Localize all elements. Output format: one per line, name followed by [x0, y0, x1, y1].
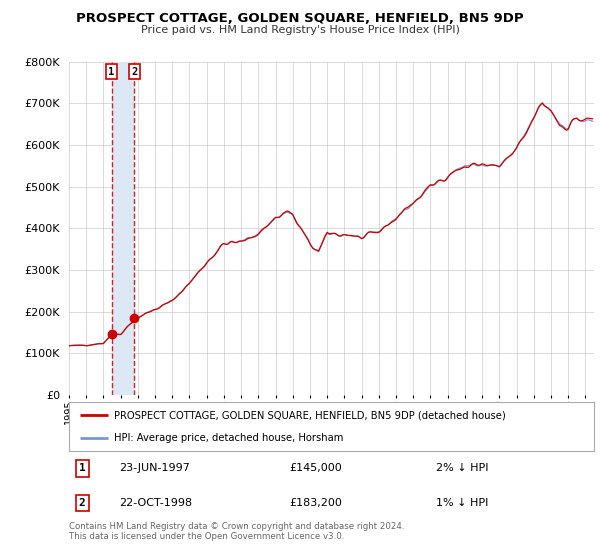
- Text: 2: 2: [131, 67, 137, 77]
- Text: Contains HM Land Registry data © Crown copyright and database right 2024.
This d: Contains HM Land Registry data © Crown c…: [69, 522, 404, 542]
- Text: 1: 1: [79, 464, 86, 473]
- Text: PROSPECT COTTAGE, GOLDEN SQUARE, HENFIELD, BN5 9DP: PROSPECT COTTAGE, GOLDEN SQUARE, HENFIEL…: [76, 12, 524, 25]
- Text: PROSPECT COTTAGE, GOLDEN SQUARE, HENFIELD, BN5 9DP (detached house): PROSPECT COTTAGE, GOLDEN SQUARE, HENFIEL…: [113, 410, 505, 421]
- Text: 23-JUN-1997: 23-JUN-1997: [119, 464, 190, 473]
- Text: HPI: Average price, detached house, Horsham: HPI: Average price, detached house, Hors…: [113, 433, 343, 444]
- Text: 1% ↓ HPI: 1% ↓ HPI: [437, 498, 489, 508]
- Bar: [112, 62, 134, 395]
- Text: 2: 2: [79, 498, 86, 508]
- Text: £145,000: £145,000: [290, 464, 342, 473]
- Text: 2% ↓ HPI: 2% ↓ HPI: [437, 464, 489, 473]
- Text: 22-OCT-1998: 22-OCT-1998: [119, 498, 192, 508]
- Text: £183,200: £183,200: [290, 498, 343, 508]
- Text: Price paid vs. HM Land Registry's House Price Index (HPI): Price paid vs. HM Land Registry's House …: [140, 25, 460, 35]
- Text: 1: 1: [109, 67, 115, 77]
